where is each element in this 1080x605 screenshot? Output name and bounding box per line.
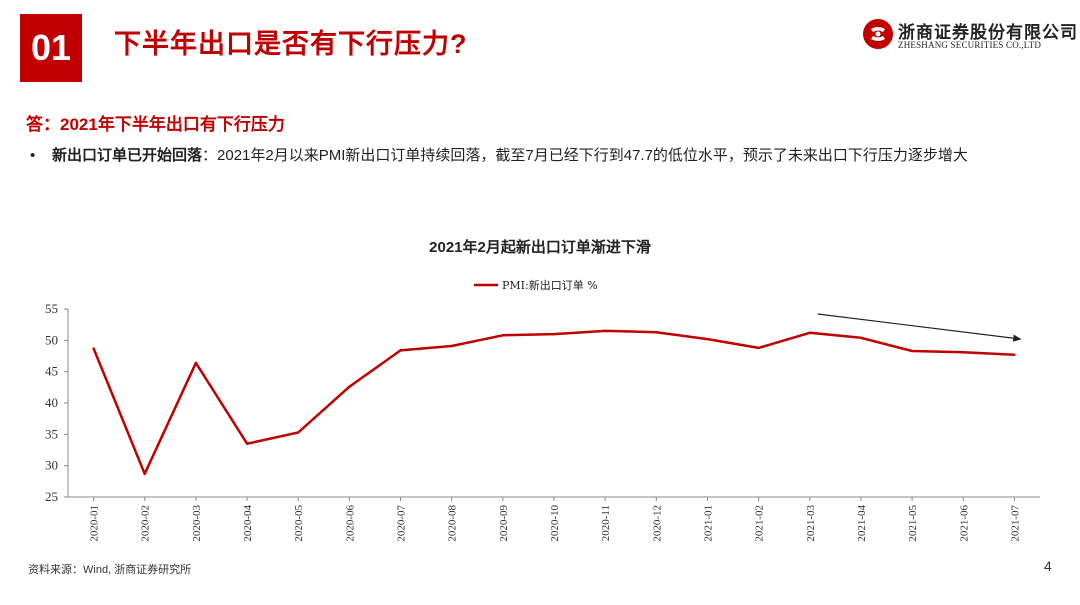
data-point (501, 334, 505, 337)
data-point (706, 337, 709, 341)
x-tick-label: 2021-03 (805, 505, 817, 542)
data-point (143, 472, 146, 476)
x-tick-label: 2020-04 (242, 505, 254, 542)
trend-arrow (817, 313, 1022, 342)
data-point (1013, 353, 1016, 356)
x-tick-label: 2020-02 (140, 505, 152, 542)
x-tick-label: 2020-08 (447, 505, 459, 542)
y-tick-label: 35 (45, 426, 58, 441)
y-tick-label: 50 (45, 332, 58, 347)
y-tick-label: 25 (45, 489, 58, 504)
x-tick-label: 2021-05 (907, 505, 919, 542)
x-tick-label: 2020-12 (651, 505, 663, 542)
bullet-text: ：2021年2月以来PMI新出口订单持续回落，截至7月已经下行到47.7的低位水… (202, 147, 968, 164)
data-point (92, 347, 95, 350)
chart-title: 2021年2月起新出口订单渐进下滑 (429, 238, 651, 256)
legend-label: PMI:新出口订单 % (502, 278, 598, 292)
company-logo: 浙商证券股份有限公司 ZHESHANG SECURITIES CO.,LTD (862, 16, 1077, 56)
page-title: 下半年出口是否有下行压力? (114, 29, 468, 59)
data-point (655, 330, 658, 334)
line-chart: 2021年2月起新出口订单渐进下滑 PMI:新出口订单 % 25 30 35 40 45… (45, 238, 1040, 542)
chart-legend: PMI:新出口订单 % (474, 278, 598, 292)
logo-chinese-name: 浙商证券股份有限公司 (898, 23, 1078, 42)
y-tick-label: 40 (45, 395, 58, 410)
data-point (194, 361, 198, 365)
data-point (757, 346, 760, 350)
x-tick-label: 2020-06 (344, 505, 356, 542)
data-point (450, 344, 453, 348)
bullet-marker: • (30, 147, 36, 164)
section-number: 01 (20, 14, 82, 82)
data-point (962, 351, 965, 354)
source-note: 资料来源：Wind, 浙商证券研究所 (28, 564, 192, 576)
x-tick-label: 2021-02 (754, 505, 766, 542)
data-point (859, 336, 863, 340)
y-tick-label: 55 (45, 301, 58, 316)
x-tick-label: 2020-09 (498, 505, 510, 542)
x-tick-label: 2020-07 (396, 505, 408, 542)
x-tick-label: 2021-04 (856, 505, 868, 542)
data-point (399, 349, 402, 352)
data-point (910, 349, 914, 353)
data-point (297, 431, 300, 434)
data-point (245, 442, 249, 445)
answer-heading: 答：2021年下半年出口有下行压力 (26, 115, 285, 134)
data-point (552, 332, 556, 336)
logo-mark-icon (863, 19, 893, 49)
logo-english-name: ZHESHANG SECURITIES CO.,LTD (898, 40, 1042, 50)
bullet-point: • 新出口订单已开始回落：2021年2月以来PMI新出口订单持续回落，截至7月已经… (30, 144, 968, 165)
x-tick-label: 2020-05 (293, 505, 305, 542)
x-tick-label: 2021-06 (958, 505, 970, 542)
series-line (92, 329, 1015, 476)
x-tick-label: 2020-11 (600, 505, 612, 541)
x-tick-label: 2020-01 (89, 505, 101, 542)
data-point (603, 329, 607, 333)
x-tick-label: 2021-07 (1009, 505, 1021, 542)
page-number: 4 (1044, 558, 1052, 574)
x-tick-label: 2021-01 (702, 505, 714, 542)
x-tick-label: 2020-03 (191, 505, 203, 542)
y-tick-label: 30 (45, 458, 58, 473)
y-tick-label: 45 (45, 364, 58, 379)
data-point (808, 331, 811, 335)
x-tick-label: 2020-10 (549, 505, 561, 542)
data-point (348, 385, 351, 388)
bullet-bold-text: 新出口订单已开始回落 (52, 147, 203, 164)
